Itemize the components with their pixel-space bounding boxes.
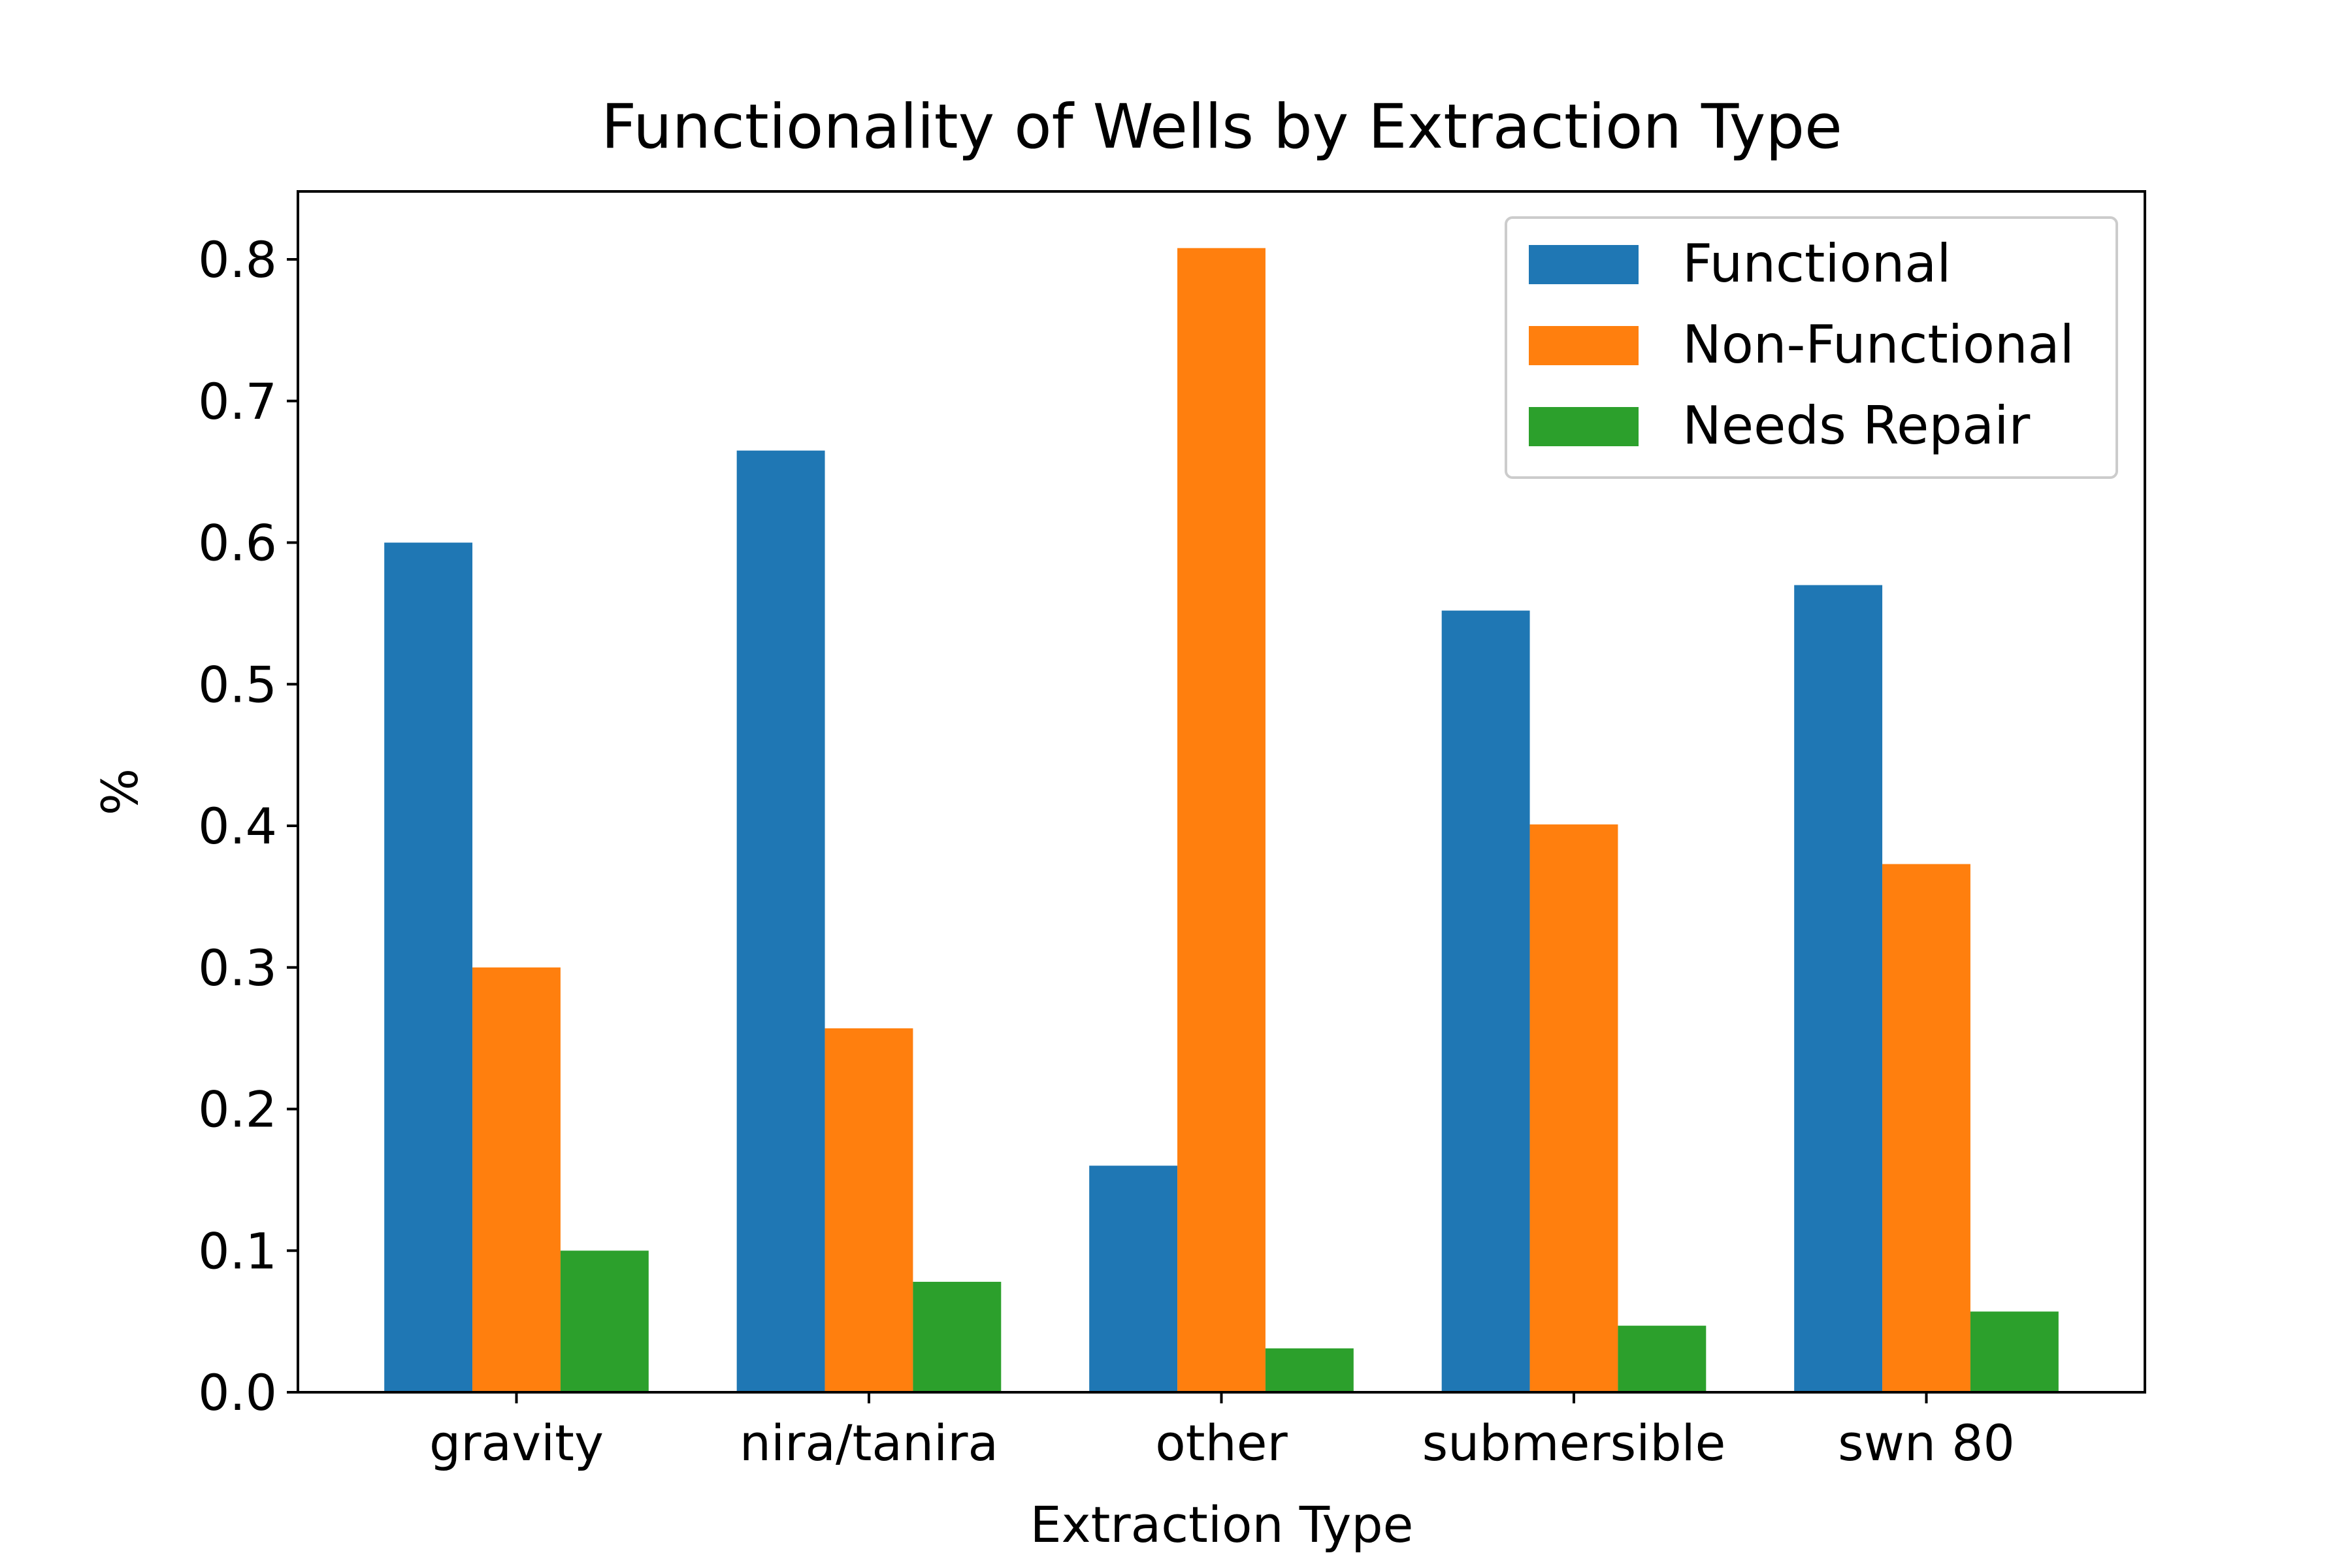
y-tick-label: 0.2: [198, 1081, 277, 1139]
bar-non-functional-other: [1177, 248, 1266, 1392]
legend-swatch-needs-repair: [1529, 407, 1639, 446]
x-tick-label-swn-80: swn 80: [1838, 1414, 2015, 1472]
bar-needs-repair-nira-tanira: [913, 1281, 1002, 1392]
x-tick-label-submersible: submersible: [1422, 1414, 1726, 1472]
bar-needs-repair-submersible: [1618, 1326, 1707, 1392]
x-tick-label-nira-tanira: nira/tanira: [740, 1414, 998, 1472]
y-tick-label: 0.6: [198, 514, 277, 572]
bar-needs-repair-gravity: [560, 1250, 649, 1392]
x-tick-label-other: other: [1155, 1414, 1288, 1472]
legend-swatch-functional: [1529, 245, 1639, 284]
y-tick-label: 0.1: [198, 1222, 277, 1280]
bar-needs-repair-other: [1265, 1348, 1354, 1392]
legend: Functional Non-Functional Needs Repair: [1505, 216, 2118, 479]
plot-frame: [297, 190, 2146, 1394]
ticks-layer: 0.0 0.1 0.2 0.3 0.4 0.5 0.6 0.7 0.8 gravity nira/t…: [198, 231, 2015, 1472]
legend-swatch-non-functional: [1529, 326, 1639, 365]
bar-non-functional-nira-tanira: [825, 1028, 913, 1392]
bars-layer: [384, 248, 2059, 1393]
bar-non-functional-submersible: [1529, 824, 1618, 1392]
y-tick-label: 0.5: [198, 655, 277, 713]
legend-label-non-functional: Non-Functional: [1682, 314, 2074, 375]
bar-functional-swn-80: [1794, 585, 1883, 1392]
bar-functional-other: [1089, 1166, 1178, 1392]
bar-needs-repair-swn-80: [1970, 1311, 2059, 1392]
y-tick-label: 0.0: [198, 1364, 277, 1422]
chart-title: Functionality of Wells by Extraction Typ…: [601, 91, 1842, 163]
x-axis-label: Extraction Type: [1030, 1495, 1414, 1554]
y-tick-label: 0.8: [198, 231, 277, 289]
y-axis-label: %: [91, 768, 149, 815]
y-tick-label: 0.3: [198, 939, 277, 997]
legend-label-functional: Functional: [1682, 233, 1952, 294]
x-tick-label-gravity: gravity: [429, 1414, 604, 1472]
legend-label-needs-repair: Needs Repair: [1682, 395, 2030, 456]
y-tick-label: 0.4: [198, 797, 277, 855]
bar-functional-submersible: [1441, 610, 1530, 1392]
bar-non-functional-gravity: [472, 967, 561, 1392]
bar-functional-nira-tanira: [736, 450, 825, 1393]
y-tick-label: 0.7: [198, 372, 277, 431]
bar-functional-gravity: [384, 542, 473, 1392]
bar-non-functional-swn-80: [1882, 864, 1970, 1392]
legend-frame: [1505, 216, 2118, 479]
